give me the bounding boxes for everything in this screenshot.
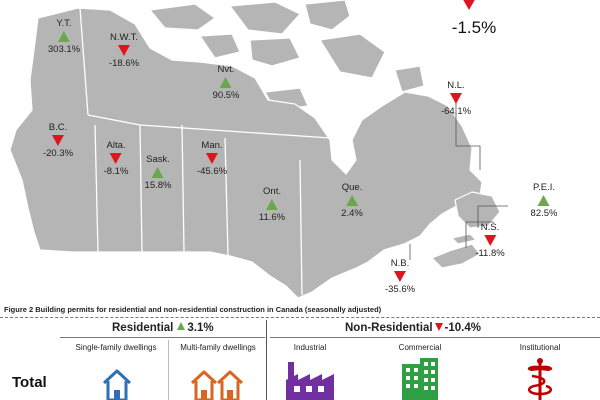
pei: [451, 233, 477, 245]
province-label-pei: P.E.I. 82.5%: [530, 182, 558, 219]
national-change: -1.5%: [451, 18, 497, 37]
decrease-arrow-icon: [109, 153, 122, 164]
newfoundland: [454, 191, 501, 229]
office-building-icon: [402, 358, 438, 400]
arctic-island: [319, 33, 386, 79]
decrease-arrow-icon: [434, 323, 443, 331]
province-label-que: Que. 2.4%: [341, 182, 363, 219]
province-label-nb: N.B. -35.6%: [384, 258, 416, 295]
canada-mainland: [9, 7, 483, 299]
decrease-arrow-icon: [51, 135, 64, 146]
houses-icon: [190, 370, 244, 400]
canada-map: [9, 0, 508, 299]
increase-arrow-icon: [346, 195, 358, 206]
increase-arrow-icon: [220, 77, 232, 88]
nova-scotia: [431, 243, 481, 269]
factory-icon: [286, 362, 334, 400]
decrease-arrow-icon: [484, 235, 496, 246]
section-divider: [266, 320, 267, 400]
residential-heading: Residential 3.1%: [112, 322, 214, 334]
increase-arrow-icon: [177, 322, 186, 330]
province-label-nwt: N.W.T. -18.6%: [108, 32, 140, 69]
single-family-label: Single-family dwellings: [75, 343, 157, 352]
province-label-bc: B.C. -20.3%: [42, 122, 74, 159]
increase-arrow-icon: [538, 195, 550, 206]
province-label-alta: Alta. -8.1%: [103, 140, 129, 177]
total-row-label: Total: [12, 374, 47, 391]
decrease-arrow-icon: [117, 45, 130, 56]
decrease-arrow-icon: [449, 93, 462, 104]
decrease-arrow-icon: [393, 271, 406, 282]
arctic-island: [394, 65, 425, 93]
divider: [0, 317, 600, 318]
commercial-label: Commercial: [398, 343, 442, 352]
province-label-yt: Y.T. 303.1%: [47, 18, 81, 55]
decrease-arrow-icon: [205, 153, 218, 164]
arctic-island: [304, 0, 351, 31]
province-label-sask: Sask. 15.8%: [144, 154, 172, 191]
province-label-nvt: Nvt. 90.5%: [212, 64, 240, 101]
caduceus-icon: [527, 358, 553, 400]
figure-caption: Figure 2 Building permits for residentia…: [4, 305, 382, 314]
multi-family-label: Multi-family dwellings: [180, 343, 256, 352]
increase-arrow-icon: [57, 31, 70, 42]
non-residential-heading: Non-Residential -10.4%: [345, 322, 481, 334]
house-icon: [102, 369, 132, 400]
divider: [60, 337, 265, 338]
arctic-island: [149, 3, 216, 31]
institutional-label: Institutional: [519, 343, 561, 352]
increase-arrow-icon: [152, 167, 164, 178]
arctic-island: [249, 37, 301, 67]
province-label-man: Man. -45.6%: [196, 140, 228, 177]
province-label-ont: Ont. 11.6%: [258, 186, 286, 223]
province-label-nl: N.L. -64.1%: [440, 80, 472, 117]
column-divider: [168, 340, 169, 400]
divider: [270, 337, 600, 338]
increase-arrow-icon: [265, 199, 278, 210]
arctic-island: [229, 1, 301, 35]
national-decrease-arrow-icon: [461, 0, 477, 10]
province-label-ns: N.S. -11.8%: [475, 222, 505, 259]
industrial-label: Industrial: [293, 343, 327, 352]
arctic-island: [199, 33, 241, 59]
